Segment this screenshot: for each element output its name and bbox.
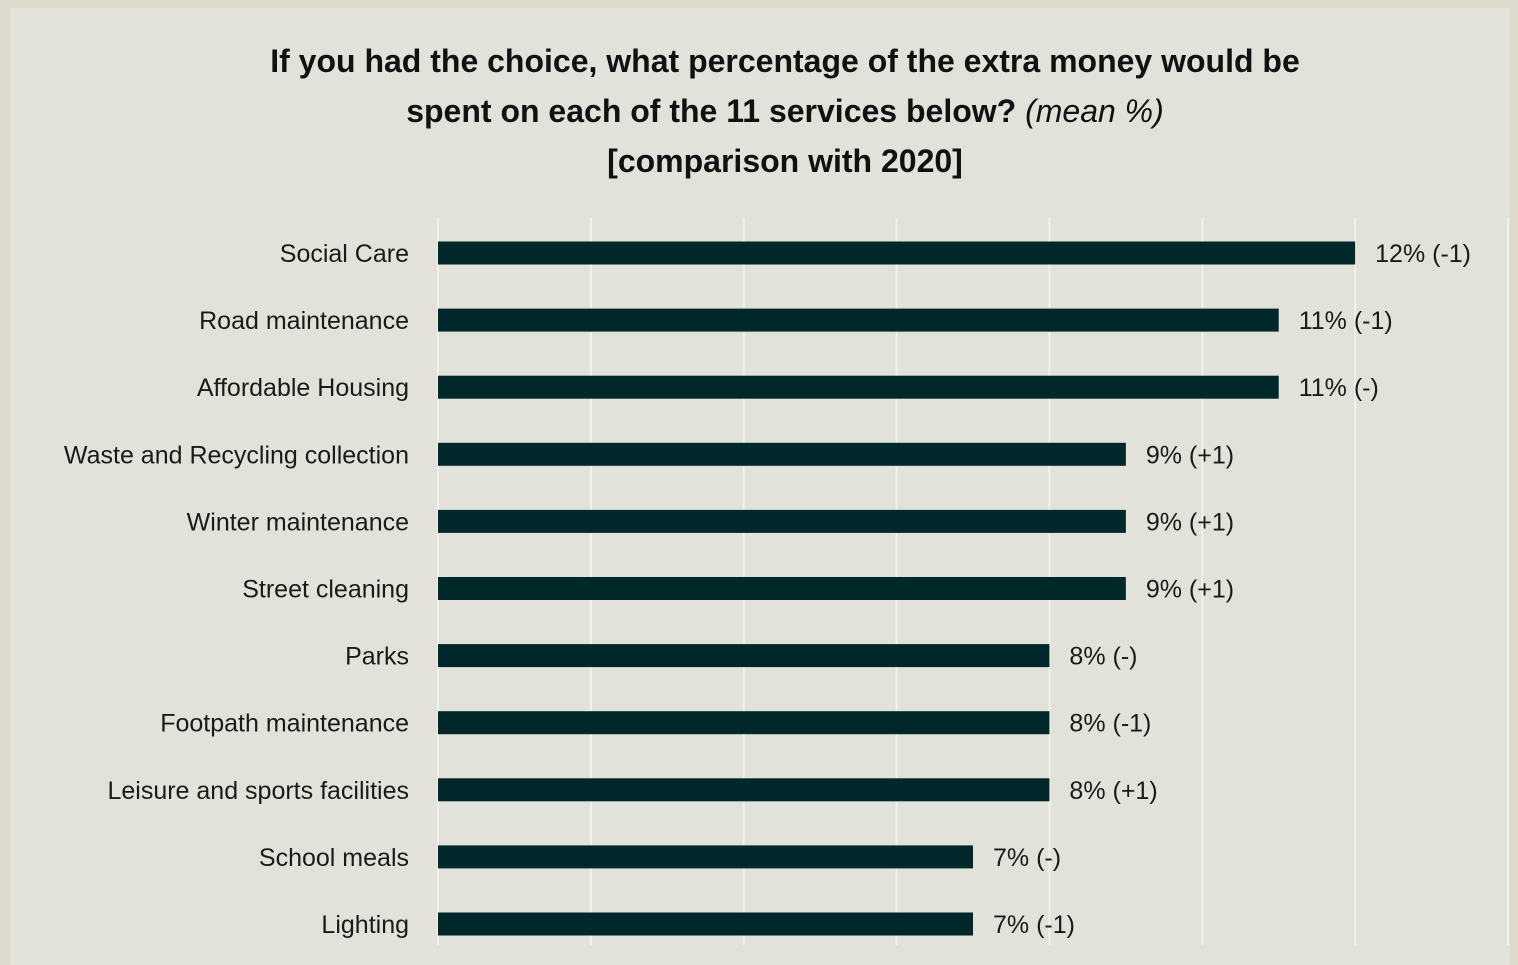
data-label: 11% (-1): [1299, 307, 1393, 335]
category-label: School meals: [259, 844, 409, 872]
bar: [438, 912, 973, 936]
chart-title: If you had the choice, what percentage o…: [10, 36, 1518, 186]
category-label: Social Care: [280, 240, 409, 268]
bars: [438, 241, 1356, 936]
data-label: 7% (-1): [993, 911, 1075, 939]
category-label: Winter maintenance: [187, 508, 409, 536]
chart-panel: If you had the choice, what percentage o…: [10, 8, 1510, 965]
data-labels: 12% (-1) 11% (-1) 11% (-) 9% (+1) 9% (+1) 9% …: [993, 240, 1471, 939]
category-label: Street cleaning: [242, 576, 409, 604]
bar: [438, 308, 1279, 332]
bar: [438, 711, 1050, 735]
category-label: Road maintenance: [199, 307, 409, 335]
data-label: 8% (-): [1069, 643, 1137, 671]
bar: [438, 644, 1050, 668]
bar: [438, 577, 1126, 600]
data-label: 9% (+1): [1146, 508, 1234, 536]
category-label: Parks: [345, 643, 409, 671]
category-label: Waste and Recycling collection: [64, 441, 409, 469]
bar: [438, 241, 1356, 265]
category-labels: Social Care Road maintenance Affordable Ho…: [64, 240, 409, 939]
data-label: 8% (+1): [1069, 777, 1157, 805]
data-label: 11% (-): [1299, 374, 1379, 402]
chart-title-line-2-text: spent on each of the 11 services below?: [406, 93, 1017, 129]
chart-title-line-3: [comparison with 2020]: [607, 143, 963, 179]
category-label: Leisure and sports facilities: [107, 777, 409, 805]
category-label: Lighting: [321, 911, 409, 939]
data-label: 7% (-): [993, 844, 1061, 872]
chart-title-line-1: If you had the choice, what percentage o…: [270, 43, 1300, 79]
bar: [438, 375, 1279, 399]
bar: [438, 442, 1126, 466]
data-label: 8% (-1): [1069, 710, 1151, 738]
data-label: 12% (-1): [1375, 240, 1471, 268]
data-label: 9% (+1): [1146, 576, 1234, 604]
category-label: Footpath maintenance: [160, 710, 409, 738]
bar: [438, 778, 1050, 802]
data-label: 9% (+1): [1146, 441, 1234, 469]
category-label: Affordable Housing: [197, 374, 409, 402]
bar: [438, 845, 973, 869]
chart-title-unit: (mean %): [1025, 93, 1164, 129]
bar: [438, 509, 1126, 533]
chart-title-line-2: spent on each of the 11 services below? …: [10, 86, 1518, 136]
